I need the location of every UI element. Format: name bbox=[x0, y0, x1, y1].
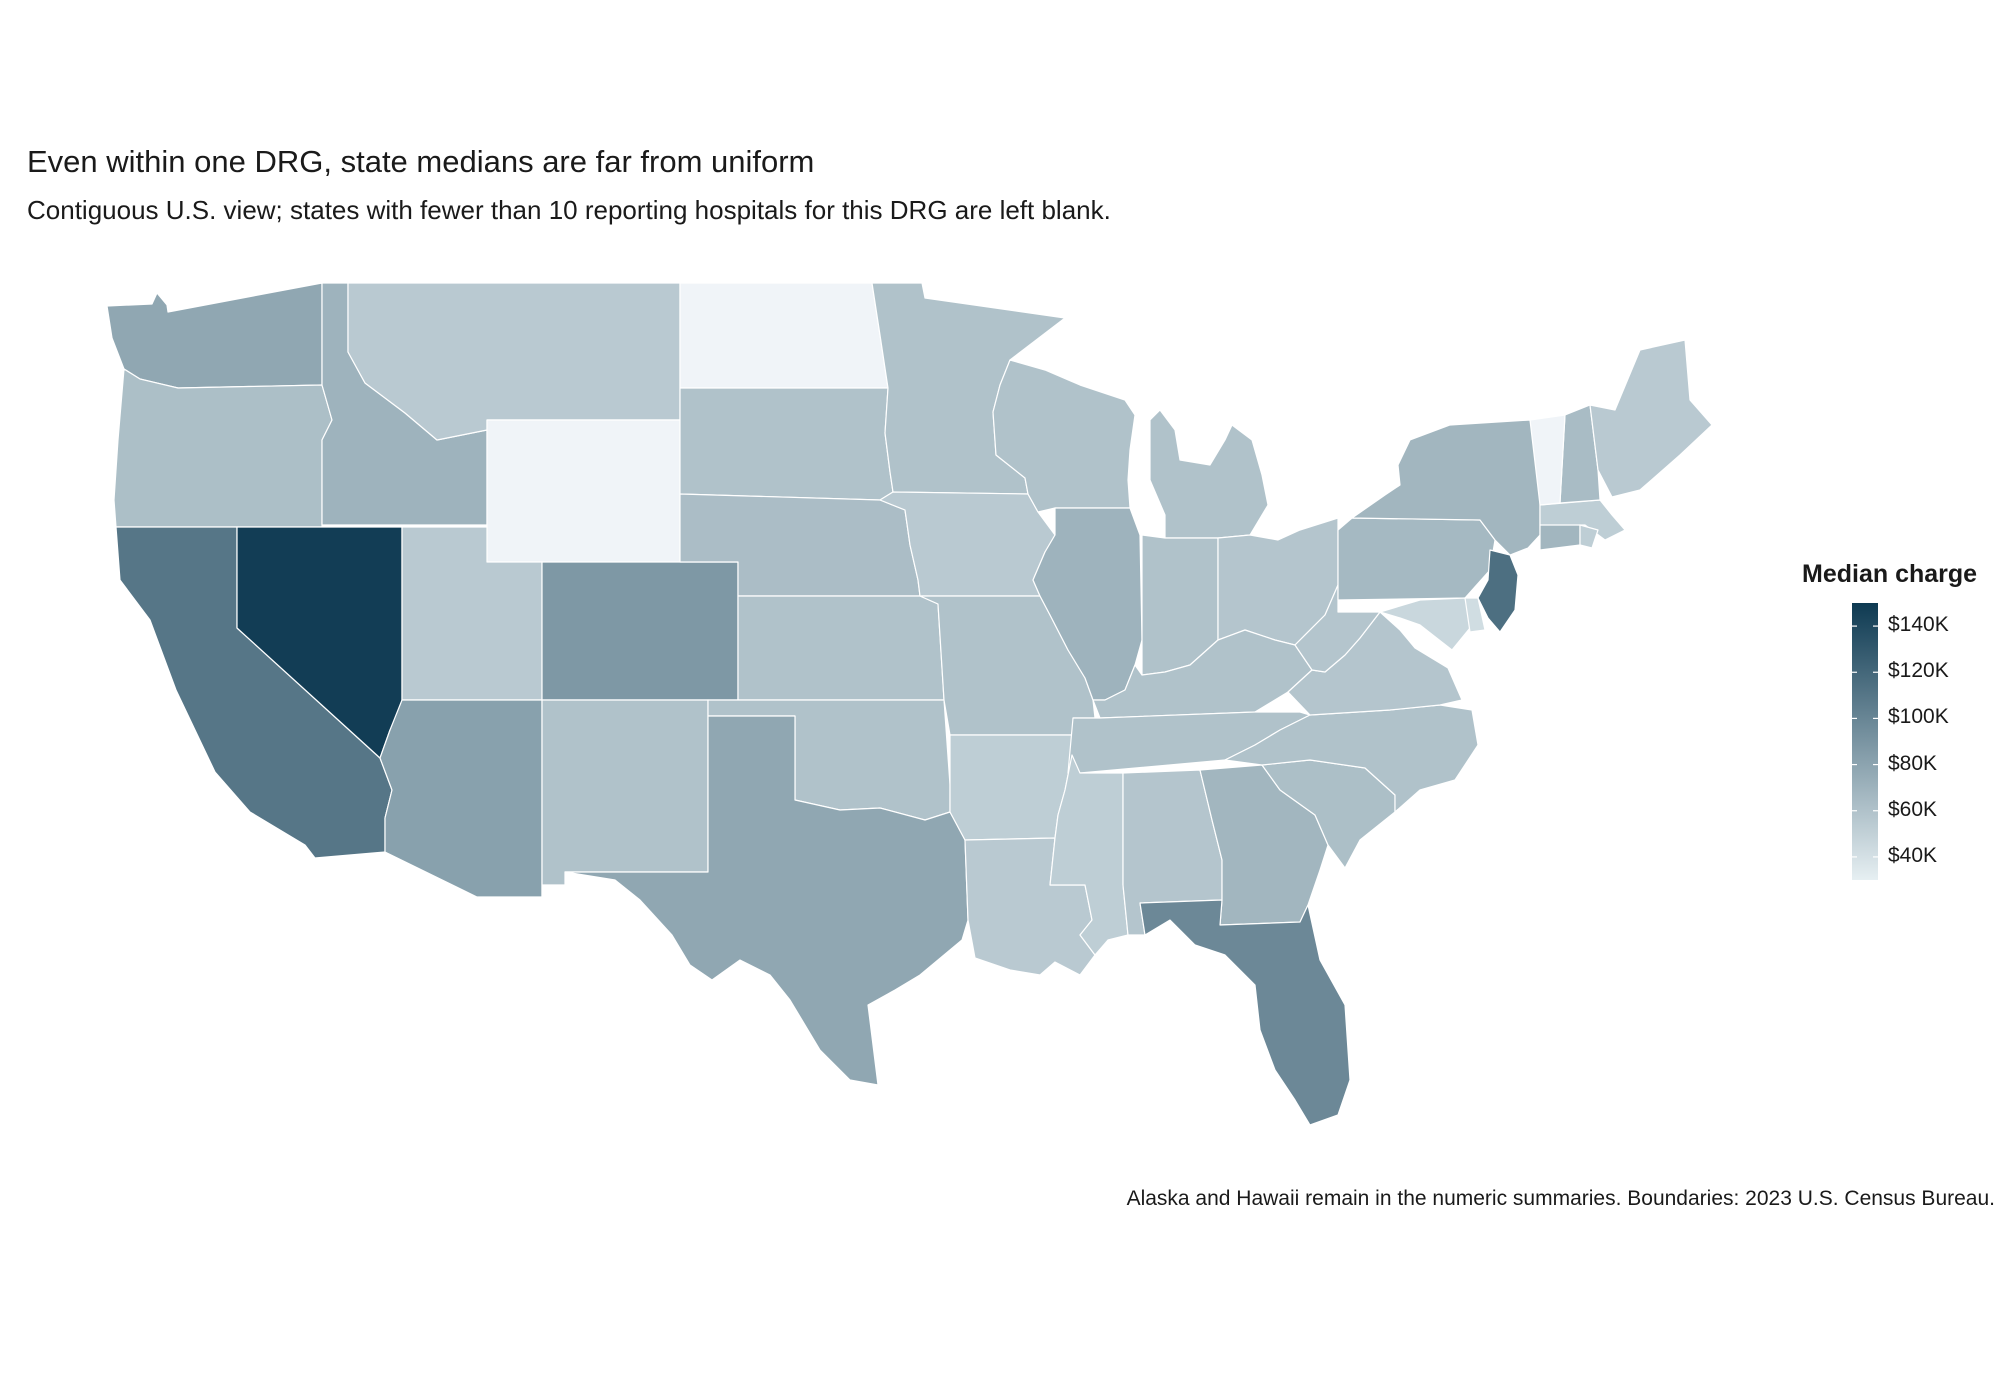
legend-tick-label: $140K bbox=[1888, 613, 1949, 637]
state-wy bbox=[486, 419, 681, 563]
state-nm bbox=[541, 699, 709, 898]
state-mi bbox=[1149, 409, 1269, 539]
state-fl bbox=[1139, 899, 1351, 1126]
state-me bbox=[1589, 339, 1713, 498]
state-vt bbox=[1529, 414, 1566, 506]
state-tx bbox=[564, 715, 969, 1086]
state-il bbox=[1032, 507, 1143, 701]
state-nd bbox=[679, 282, 889, 389]
legend-colorbar bbox=[1852, 603, 1878, 880]
page-subtitle: Contiguous U.S. view; states with fewer … bbox=[27, 195, 1111, 225]
state-sd bbox=[679, 387, 894, 501]
state-or bbox=[113, 368, 333, 528]
state-co bbox=[541, 561, 739, 701]
state-wa bbox=[106, 282, 323, 389]
page-title: Even within one DRG, state medians are f… bbox=[27, 144, 815, 179]
state-ri bbox=[1579, 524, 1599, 549]
caption: Alaska and Hawaii remain in the numeric … bbox=[1126, 1187, 1995, 1210]
legend-gradient bbox=[1852, 603, 1878, 880]
state-shapes bbox=[106, 282, 1713, 1126]
state-az bbox=[379, 699, 543, 898]
state-wi bbox=[992, 359, 1136, 513]
state-de bbox=[1464, 597, 1486, 633]
legend-tick-label: $80K bbox=[1888, 751, 1938, 775]
legend-tick-label: $60K bbox=[1888, 797, 1938, 821]
state-pa bbox=[1337, 517, 1496, 601]
state-ct bbox=[1539, 521, 1581, 551]
legend-title: Median charge bbox=[1802, 560, 1978, 588]
state-ks bbox=[737, 595, 945, 701]
state-ma bbox=[1539, 499, 1626, 541]
legend-tick-label: $120K bbox=[1888, 659, 1949, 683]
state-ms bbox=[1049, 754, 1129, 956]
legend-tick-label: $100K bbox=[1888, 705, 1949, 729]
state-nj bbox=[1477, 549, 1519, 633]
legend-tick-label: $40K bbox=[1888, 843, 1938, 867]
